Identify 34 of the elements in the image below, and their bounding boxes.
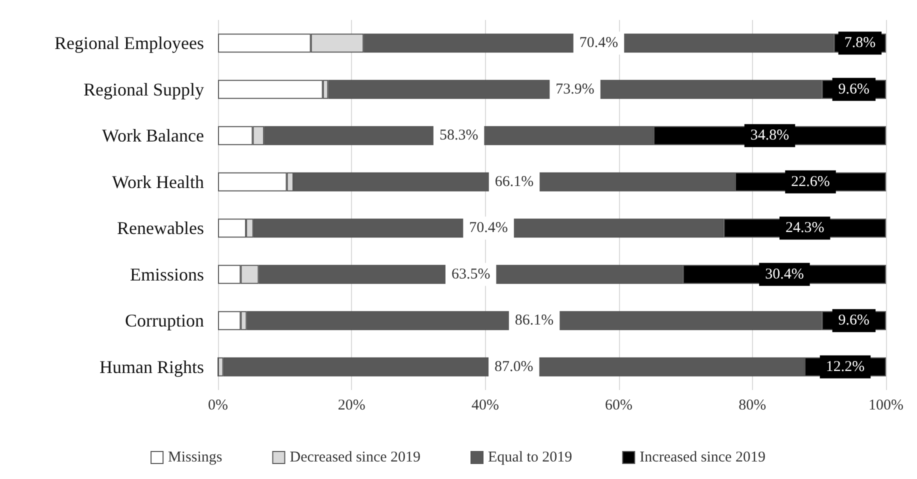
data-label: 73.9% [556,81,594,98]
y-tick-label: Regional Supply [84,79,204,100]
data-label: 70.4% [579,35,618,52]
legend-label: Equal to 2019 [488,450,572,466]
y-tick-label: Regional Employees [54,33,204,54]
data-label: 87.0% [494,358,534,375]
data-label: 34.8% [750,128,790,144]
data-label: 22.6% [791,174,830,190]
data-label: 9.6% [838,312,870,329]
data-label: 24.3% [785,220,824,236]
data-label: 12.2% [826,358,865,375]
x-tick-label: 20% [338,398,366,414]
x-tick-label: 60% [605,398,633,414]
legend-label: Increased since 2019 [640,450,766,466]
data-label: 66.1% [494,174,534,190]
y-tick-label: Work Health [112,172,204,192]
legend-label: Decreased since 2019 [290,450,421,466]
data-label: 58.3% [439,128,478,144]
x-tick-label: 40% [471,398,499,414]
legend-label: Missings [168,450,222,466]
x-tick-label: 0% [208,398,228,414]
y-tick-label: Corruption [125,310,204,331]
data-label: 30.4% [765,266,804,282]
y-tick-label: Human Rights [99,356,204,377]
data-label: 86.1% [514,312,554,329]
data-label: 70.4% [469,220,508,236]
y-tick-label: Renewables [117,218,204,238]
data-label: 63.5% [451,266,490,282]
x-tick-label: 80% [738,398,766,414]
data-label: 7.8% [844,35,876,52]
data-label: 9.6% [838,81,870,98]
x-tick-label: 100% [868,398,904,414]
y-tick-label: Work Balance [102,126,204,146]
y-tick-label: Emissions [130,264,204,284]
